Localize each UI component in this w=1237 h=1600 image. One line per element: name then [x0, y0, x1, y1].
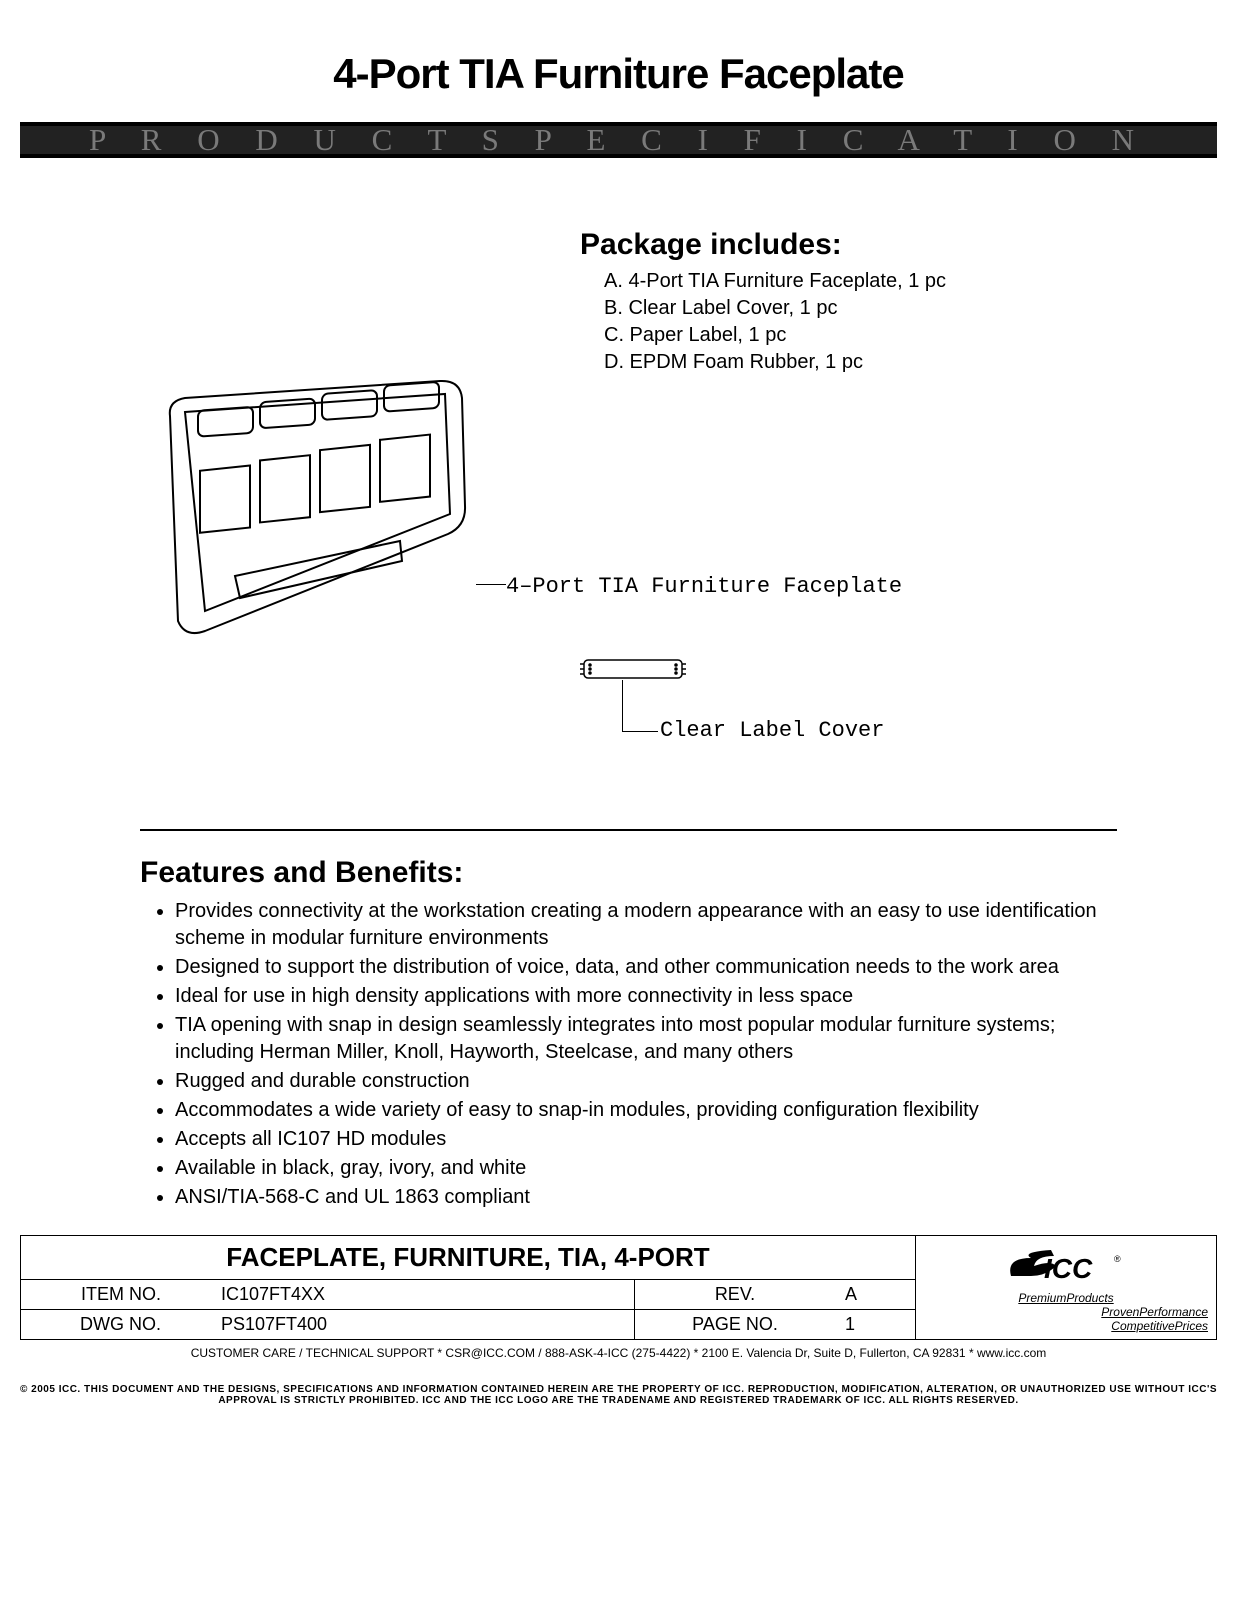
feature-item: Accepts all IC107 HD modules [175, 1126, 1117, 1153]
table-cell: IC107FT4XX [191, 1280, 635, 1309]
package-includes-block: Package includes: A. 4-Port TIA Furnitur… [580, 228, 1217, 376]
feature-item: Provides connectivity at the workstation… [175, 898, 1117, 952]
logo-tagline: CompetitivePrices [916, 1319, 1216, 1333]
table-cell: DWG NO. [21, 1310, 191, 1339]
logo-icon: ICC ® [1006, 1246, 1126, 1286]
table-title: FACEPLATE, FURNITURE, TIA, 4-PORT [21, 1236, 915, 1280]
package-heading: Package includes: [580, 228, 1217, 262]
table-row: ITEM NO. IC107FT4XX REV. A [21, 1280, 915, 1310]
faceplate-callout-label: 4–Port TIA Furniture Faceplate [506, 574, 902, 599]
cover-callout-label: Clear Label Cover [660, 718, 884, 743]
svg-text:ICC: ICC [1044, 1253, 1093, 1284]
faceplate-drawing-icon [150, 376, 480, 646]
product-diagram: 4–Port TIA Furniture Faceplate Clear Lab… [20, 384, 1217, 804]
table-row: DWG NO. PS107FT400 PAGE NO. 1 [21, 1310, 915, 1339]
footer-contact: CUSTOMER CARE / TECHNICAL SUPPORT * CSR@… [20, 1346, 1217, 1360]
feature-item: ANSI/TIA-568-C and UL 1863 compliant [175, 1184, 1117, 1211]
page-title: 4-Port TIA Furniture Faceplate [20, 50, 1217, 98]
section-divider [140, 829, 1117, 831]
table-cell: PAGE NO. [635, 1310, 835, 1339]
spec-bar: P R O D U C T S P E C I F I C A T I O N [20, 122, 1217, 158]
icc-logo: ICC ® PremiumProducts ProvenPerformance … [916, 1236, 1216, 1333]
feature-item: Ideal for use in high density applicatio… [175, 983, 1117, 1010]
table-cell: REV. [635, 1280, 835, 1309]
logo-tagline: ProvenPerformance [916, 1305, 1216, 1319]
table-cell: ITEM NO. [21, 1280, 191, 1309]
feature-item: Rugged and durable construction [175, 1068, 1117, 1095]
logo-tagline: PremiumProducts [916, 1291, 1216, 1305]
table-cell: 1 [835, 1310, 915, 1339]
package-item: D. EPDM Foam Rubber, 1 pc [604, 349, 1217, 376]
label-cover-drawing-icon [578, 656, 688, 682]
table-cell: PS107FT400 [191, 1310, 635, 1339]
feature-item: TIA opening with snap in design seamless… [175, 1012, 1117, 1066]
features-list: Provides connectivity at the workstation… [175, 898, 1117, 1211]
copyright-notice: © 2005 ICC. THIS DOCUMENT AND THE DESIGN… [20, 1384, 1217, 1406]
feature-item: Designed to support the distribution of … [175, 954, 1117, 981]
feature-item: Available in black, gray, ivory, and whi… [175, 1155, 1117, 1182]
features-heading: Features and Benefits: [140, 856, 1217, 890]
table-cell: A [835, 1280, 915, 1309]
svg-text:®: ® [1114, 1254, 1121, 1264]
package-item: B. Clear Label Cover, 1 pc [604, 295, 1217, 322]
feature-item: Accommodates a wide variety of easy to s… [175, 1097, 1117, 1124]
package-item: C. Paper Label, 1 pc [604, 322, 1217, 349]
package-item: A. 4-Port TIA Furniture Faceplate, 1 pc [604, 268, 1217, 295]
spec-table: FACEPLATE, FURNITURE, TIA, 4-PORT ITEM N… [20, 1235, 1217, 1340]
